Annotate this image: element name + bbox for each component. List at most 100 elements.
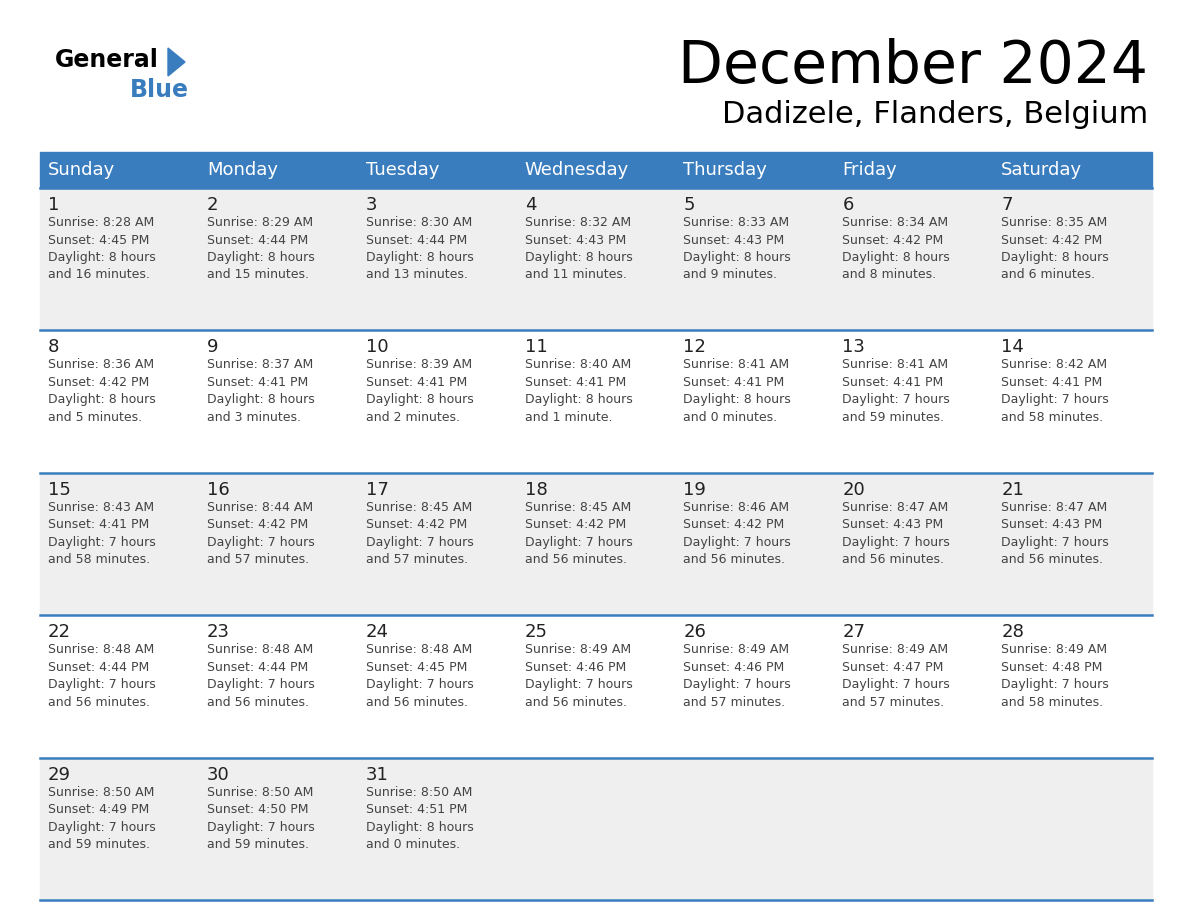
Text: Sunset: 4:42 PM: Sunset: 4:42 PM	[842, 233, 943, 247]
Text: Daylight: 7 hours: Daylight: 7 hours	[842, 536, 950, 549]
Text: Daylight: 7 hours: Daylight: 7 hours	[207, 536, 315, 549]
Bar	[198, 152, 358, 188]
Text: Sunset: 4:41 PM: Sunset: 4:41 PM	[366, 375, 467, 389]
Text: Sunrise: 8:41 AM: Sunrise: 8:41 AM	[683, 358, 790, 372]
Text: Sunset: 4:44 PM: Sunset: 4:44 PM	[207, 233, 308, 247]
Text: Daylight: 7 hours: Daylight: 7 hours	[1001, 678, 1108, 691]
Text: Daylight: 8 hours: Daylight: 8 hours	[207, 251, 315, 264]
Text: and 56 minutes.: and 56 minutes.	[1001, 554, 1104, 566]
Text: Sunset: 4:51 PM: Sunset: 4:51 PM	[366, 803, 467, 816]
Text: Daylight: 8 hours: Daylight: 8 hours	[683, 394, 791, 407]
Text: and 56 minutes.: and 56 minutes.	[842, 554, 944, 566]
Text: Daylight: 7 hours: Daylight: 7 hours	[1001, 536, 1108, 549]
Text: 8: 8	[48, 339, 59, 356]
Text: and 16 minutes.: and 16 minutes.	[48, 268, 150, 282]
Text: and 15 minutes.: and 15 minutes.	[207, 268, 309, 282]
Text: Sunset: 4:46 PM: Sunset: 4:46 PM	[683, 661, 785, 674]
Text: 26: 26	[683, 623, 707, 641]
Text: Daylight: 7 hours: Daylight: 7 hours	[842, 394, 950, 407]
Text: Sunrise: 8:48 AM: Sunrise: 8:48 AM	[48, 644, 154, 656]
Text: Sunrise: 8:39 AM: Sunrise: 8:39 AM	[366, 358, 472, 372]
Text: Sunrise: 8:42 AM: Sunrise: 8:42 AM	[1001, 358, 1107, 372]
Text: Daylight: 8 hours: Daylight: 8 hours	[366, 251, 474, 264]
Text: Daylight: 7 hours: Daylight: 7 hours	[207, 678, 315, 691]
Text: Sunrise: 8:50 AM: Sunrise: 8:50 AM	[366, 786, 472, 799]
Text: Sunday: Sunday	[48, 161, 115, 179]
Text: Sunrise: 8:33 AM: Sunrise: 8:33 AM	[683, 216, 790, 229]
Text: Sunrise: 8:46 AM: Sunrise: 8:46 AM	[683, 501, 790, 514]
Text: 22: 22	[48, 623, 71, 641]
Bar	[40, 330, 1152, 473]
Text: Thursday: Thursday	[683, 161, 767, 179]
Text: and 59 minutes.: and 59 minutes.	[207, 838, 309, 851]
Text: Daylight: 8 hours: Daylight: 8 hours	[842, 251, 950, 264]
Text: Wednesday: Wednesday	[525, 161, 628, 179]
Text: 14: 14	[1001, 339, 1024, 356]
Text: Sunset: 4:44 PM: Sunset: 4:44 PM	[366, 233, 467, 247]
Text: and 56 minutes.: and 56 minutes.	[525, 554, 626, 566]
Text: Friday: Friday	[842, 161, 897, 179]
Text: Daylight: 7 hours: Daylight: 7 hours	[525, 678, 632, 691]
Text: Sunrise: 8:48 AM: Sunrise: 8:48 AM	[207, 644, 314, 656]
Text: Sunrise: 8:50 AM: Sunrise: 8:50 AM	[48, 786, 154, 799]
Text: and 56 minutes.: and 56 minutes.	[366, 696, 468, 709]
Text: Sunrise: 8:49 AM: Sunrise: 8:49 AM	[1001, 644, 1107, 656]
Text: Sunrise: 8:32 AM: Sunrise: 8:32 AM	[525, 216, 631, 229]
Text: Sunset: 4:46 PM: Sunset: 4:46 PM	[525, 661, 626, 674]
Text: Daylight: 7 hours: Daylight: 7 hours	[683, 536, 791, 549]
Text: and 59 minutes.: and 59 minutes.	[48, 838, 150, 851]
Text: and 8 minutes.: and 8 minutes.	[842, 268, 936, 282]
Text: 21: 21	[1001, 481, 1024, 498]
Text: Daylight: 8 hours: Daylight: 8 hours	[1001, 251, 1108, 264]
Text: Sunrise: 8:29 AM: Sunrise: 8:29 AM	[207, 216, 312, 229]
Bar	[993, 152, 1152, 188]
Text: Daylight: 7 hours: Daylight: 7 hours	[48, 678, 156, 691]
Text: 27: 27	[842, 623, 865, 641]
Text: and 0 minutes.: and 0 minutes.	[366, 838, 460, 851]
Text: Sunrise: 8:34 AM: Sunrise: 8:34 AM	[842, 216, 948, 229]
Text: Sunrise: 8:37 AM: Sunrise: 8:37 AM	[207, 358, 314, 372]
Text: Daylight: 8 hours: Daylight: 8 hours	[525, 394, 632, 407]
Text: Sunset: 4:41 PM: Sunset: 4:41 PM	[683, 375, 785, 389]
Text: Daylight: 8 hours: Daylight: 8 hours	[366, 821, 474, 834]
Text: 16: 16	[207, 481, 229, 498]
Text: and 57 minutes.: and 57 minutes.	[683, 696, 785, 709]
Text: Sunset: 4:41 PM: Sunset: 4:41 PM	[207, 375, 308, 389]
Bar	[358, 152, 517, 188]
Text: Tuesday: Tuesday	[366, 161, 440, 179]
Text: Sunset: 4:44 PM: Sunset: 4:44 PM	[48, 661, 150, 674]
Text: Sunset: 4:43 PM: Sunset: 4:43 PM	[525, 233, 626, 247]
Text: and 9 minutes.: and 9 minutes.	[683, 268, 777, 282]
Text: Sunrise: 8:49 AM: Sunrise: 8:49 AM	[842, 644, 948, 656]
Text: and 56 minutes.: and 56 minutes.	[525, 696, 626, 709]
Text: Daylight: 7 hours: Daylight: 7 hours	[48, 536, 156, 549]
Text: Sunset: 4:42 PM: Sunset: 4:42 PM	[48, 375, 150, 389]
Text: Sunset: 4:41 PM: Sunset: 4:41 PM	[842, 375, 943, 389]
Bar	[40, 757, 1152, 900]
Text: 17: 17	[366, 481, 388, 498]
Text: and 5 minutes.: and 5 minutes.	[48, 411, 143, 424]
Bar	[517, 152, 676, 188]
Text: and 56 minutes.: and 56 minutes.	[683, 554, 785, 566]
Text: Daylight: 8 hours: Daylight: 8 hours	[48, 394, 156, 407]
Text: and 56 minutes.: and 56 minutes.	[207, 696, 309, 709]
Text: Sunset: 4:41 PM: Sunset: 4:41 PM	[525, 375, 626, 389]
Text: Sunrise: 8:41 AM: Sunrise: 8:41 AM	[842, 358, 948, 372]
Text: and 58 minutes.: and 58 minutes.	[48, 554, 150, 566]
Text: Sunset: 4:43 PM: Sunset: 4:43 PM	[1001, 519, 1102, 532]
Text: and 6 minutes.: and 6 minutes.	[1001, 268, 1095, 282]
Text: 30: 30	[207, 766, 229, 784]
Text: and 59 minutes.: and 59 minutes.	[842, 411, 944, 424]
Text: 5: 5	[683, 196, 695, 214]
Text: Sunrise: 8:45 AM: Sunrise: 8:45 AM	[525, 501, 631, 514]
Text: 31: 31	[366, 766, 388, 784]
Text: 19: 19	[683, 481, 707, 498]
Text: Sunset: 4:42 PM: Sunset: 4:42 PM	[1001, 233, 1102, 247]
Text: Sunset: 4:41 PM: Sunset: 4:41 PM	[1001, 375, 1102, 389]
Text: Sunset: 4:45 PM: Sunset: 4:45 PM	[366, 661, 467, 674]
Text: Sunset: 4:48 PM: Sunset: 4:48 PM	[1001, 661, 1102, 674]
Text: Sunset: 4:42 PM: Sunset: 4:42 PM	[683, 519, 785, 532]
Text: Sunset: 4:45 PM: Sunset: 4:45 PM	[48, 233, 150, 247]
Text: Sunrise: 8:47 AM: Sunrise: 8:47 AM	[1001, 501, 1107, 514]
Text: 29: 29	[48, 766, 71, 784]
